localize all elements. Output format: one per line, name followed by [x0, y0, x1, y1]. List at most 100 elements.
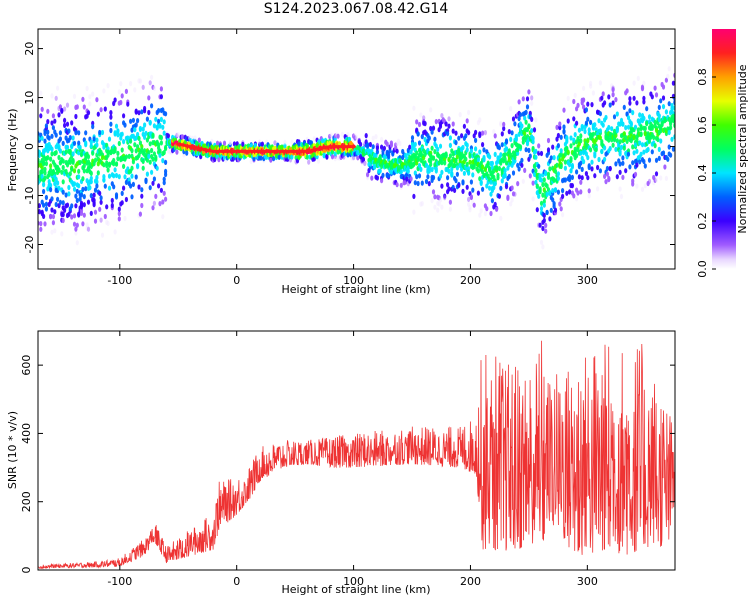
- spectrogram-cell: [496, 175, 500, 181]
- spectrogram-cell: [92, 202, 96, 208]
- spectrogram-cell: [482, 147, 486, 153]
- spectrogram-cell: [50, 93, 54, 99]
- spectrogram-cell: [259, 155, 263, 161]
- spectrogram-cell: [478, 149, 482, 155]
- spectrogram-cell: [130, 165, 134, 171]
- spectrogram-cell: [521, 139, 525, 145]
- spectrogram-cell: [81, 186, 85, 192]
- spectrogram-cell: [131, 117, 135, 123]
- spectrogram-cell: [643, 131, 647, 137]
- spectrogram-cell: [513, 121, 517, 127]
- spectrogram-cell: [109, 121, 113, 127]
- spectrogram-cell: [82, 168, 86, 174]
- spectrogram-cell: [56, 180, 60, 186]
- spectrogram-cell: [290, 154, 294, 160]
- spectrogram-cell: [40, 168, 44, 175]
- spectrogram-cell: [608, 166, 612, 172]
- spectrogram-cell: [438, 173, 443, 179]
- spectrogram-cell: [539, 200, 544, 206]
- spectrogram-cell: [568, 174, 572, 180]
- spectrogram-cell: [448, 206, 452, 212]
- spectrogram-cell: [88, 185, 92, 191]
- spectrogram-cell: [577, 127, 582, 133]
- spectrogram-cell: [656, 136, 660, 143]
- spectrogram-cell: [469, 148, 473, 154]
- spectrogram-cell: [640, 142, 645, 148]
- spectrogram-cell: [42, 161, 46, 167]
- spectrogram-cell: [561, 188, 565, 194]
- spectrogram-cell: [586, 116, 590, 122]
- spectrogram-cell: [493, 181, 497, 187]
- spectrogram-cell: [654, 92, 659, 98]
- spectrogram-cell: [521, 178, 525, 184]
- spectrogram-cell: [79, 204, 84, 210]
- spectrogram-cell: [424, 162, 429, 168]
- spectrogram-cell: [628, 100, 632, 106]
- spectrogram-cell: [120, 93, 124, 99]
- spectrogram-cell: [488, 166, 492, 172]
- spectrogram-cell: [399, 169, 403, 175]
- spectrogram-cell: [79, 210, 84, 216]
- spectrogram-cell: [561, 193, 565, 199]
- spectrogram-cell: [657, 117, 661, 123]
- spectrogram-cell: [626, 124, 631, 130]
- spectrogram-cell: [70, 120, 74, 126]
- spectrogram-cell: [86, 154, 91, 160]
- spectrogram-cell: [430, 145, 434, 151]
- spectrogram-cell: [469, 194, 473, 201]
- spectrogram-cell: [381, 172, 385, 178]
- spectrogram-cell: [572, 116, 576, 122]
- spectrogram-cell: [50, 120, 54, 126]
- spectrogram-cell: [572, 98, 576, 105]
- spectrogram-cell: [633, 142, 638, 148]
- spectrogram-cell: [467, 170, 471, 176]
- spectrogram-cell: [346, 132, 350, 138]
- spectrogram-cell: [193, 135, 197, 141]
- spectrogram-cell: [636, 127, 640, 133]
- spectrogram-cell: [542, 212, 546, 219]
- spectrogram-cell: [481, 130, 485, 136]
- spectrogram-cell: [51, 214, 56, 220]
- spectrogram-cell: [632, 80, 636, 86]
- spectrogram-cell: [440, 113, 444, 119]
- spectrogram-cell: [368, 141, 372, 148]
- y-tick-label: 0: [20, 567, 33, 574]
- spectrogram-cell: [618, 139, 622, 145]
- spectrogram-cell: [46, 129, 50, 135]
- spectrogram-cell: [539, 206, 544, 212]
- spectrogram-cell: [77, 140, 81, 146]
- spectrogram-cell: [122, 113, 126, 119]
- spectrogram-cell: [203, 143, 207, 149]
- spectrogram-cell: [81, 221, 85, 227]
- spectrogram-cell: [625, 138, 629, 144]
- spectrogram-cell: [542, 217, 546, 224]
- spectrogram-cell: [454, 178, 458, 184]
- spectrogram-xlabel: Height of straight line (km): [281, 283, 430, 296]
- spectrogram-cell: [499, 185, 503, 191]
- spectrogram-cell: [440, 160, 444, 166]
- spectrogram-cell: [49, 163, 53, 169]
- spectrogram-cell: [148, 159, 152, 165]
- spectrogram-cell: [58, 136, 63, 142]
- spectrogram-cell: [460, 166, 464, 172]
- spectrogram-cell: [164, 168, 168, 174]
- spectrogram-cell: [129, 81, 133, 87]
- spectrogram-cell: [642, 115, 646, 121]
- spectrogram-cell: [322, 153, 326, 159]
- x-tick-label: 200: [460, 274, 481, 287]
- spectrogram-cell: [78, 196, 82, 202]
- spectrogram-cell: [447, 186, 451, 192]
- spectrogram-cell: [659, 98, 663, 104]
- spectrogram-cell: [316, 158, 321, 164]
- spectrogram-cell: [568, 162, 572, 168]
- spectrogram-cell: [110, 202, 114, 209]
- spectrogram-cell: [580, 175, 584, 181]
- spectrogram-cell: [671, 146, 675, 152]
- spectrogram-cell: [82, 212, 86, 218]
- spectrogram-cell: [551, 188, 555, 194]
- spectrogram-cell: [60, 231, 64, 237]
- spectrogram-cell: [495, 206, 499, 212]
- spectrogram-cell: [151, 156, 155, 162]
- spectrogram-cell: [389, 142, 393, 148]
- spectrogram-cell: [565, 145, 569, 151]
